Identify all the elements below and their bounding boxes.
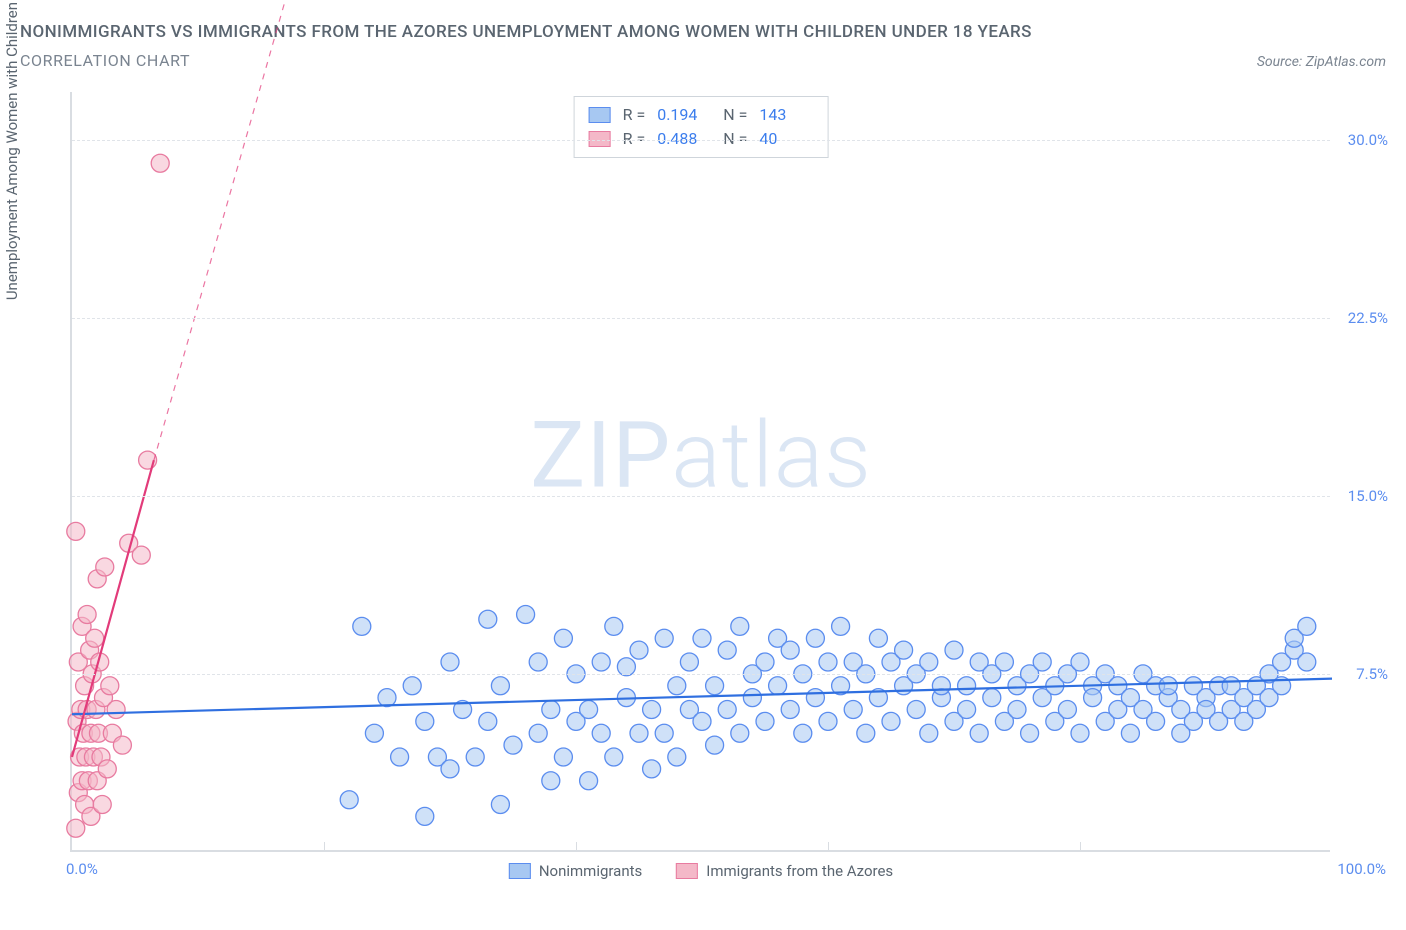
legend-series-label: Nonimmigrants — [539, 862, 642, 880]
legend-series-item: Nonimmigrants — [509, 862, 642, 880]
grid-line — [72, 140, 1330, 141]
legend-n-label: N = — [723, 103, 747, 127]
legend-stat-row: R = 0.194 N = 143 — [589, 103, 814, 127]
x-tick-mark — [576, 842, 577, 850]
chart-title: NONIMMIGRANTS VS IMMIGRANTS FROM THE AZO… — [20, 18, 1386, 47]
legend-swatch — [589, 107, 611, 123]
plot-svg — [72, 92, 1330, 850]
x-tick-label-left: 0.0% — [66, 860, 98, 878]
x-tick-mark — [1080, 842, 1081, 850]
y-tick-label: 22.5% — [1348, 309, 1388, 327]
plot-area: ZIPatlas R =0.194N =143R =0.488N =40 Non… — [70, 92, 1330, 852]
legend-swatch — [676, 863, 698, 879]
grid-line — [72, 496, 1330, 497]
x-tick-mark — [828, 842, 829, 850]
correlation-legend: R =0.194N =143R =0.488N =40 — [574, 96, 829, 158]
legend-r-value: 0.194 — [657, 103, 711, 127]
y-tick-label: 7.5% — [1356, 665, 1388, 683]
legend-series-label: Immigrants from the Azores — [706, 862, 893, 880]
grid-line — [72, 674, 1330, 675]
y-axis-label: Unemployment Among Women with Children U… — [3, 0, 21, 300]
chart-source: Source: ZipAtlas.com — [1257, 54, 1386, 70]
chart-container: Unemployment Among Women with Children U… — [20, 92, 1386, 892]
y-tick-label: 15.0% — [1348, 487, 1388, 505]
x-tick-mark — [324, 842, 325, 850]
grid-line — [72, 318, 1330, 319]
chart-subtitle: CORRELATION CHART — [20, 51, 190, 70]
legend-swatch — [509, 863, 531, 879]
legend-n-value: 143 — [759, 103, 813, 127]
series-legend: Nonimmigrants Immigrants from the Azores — [509, 862, 893, 880]
legend-series-item: Immigrants from the Azores — [676, 862, 893, 880]
y-tick-label: 30.0% — [1348, 131, 1388, 149]
chart-header: NONIMMIGRANTS VS IMMIGRANTS FROM THE AZO… — [0, 0, 1406, 70]
legend-r-label: R = — [623, 103, 646, 127]
x-tick-label-right: 100.0% — [1337, 860, 1386, 878]
